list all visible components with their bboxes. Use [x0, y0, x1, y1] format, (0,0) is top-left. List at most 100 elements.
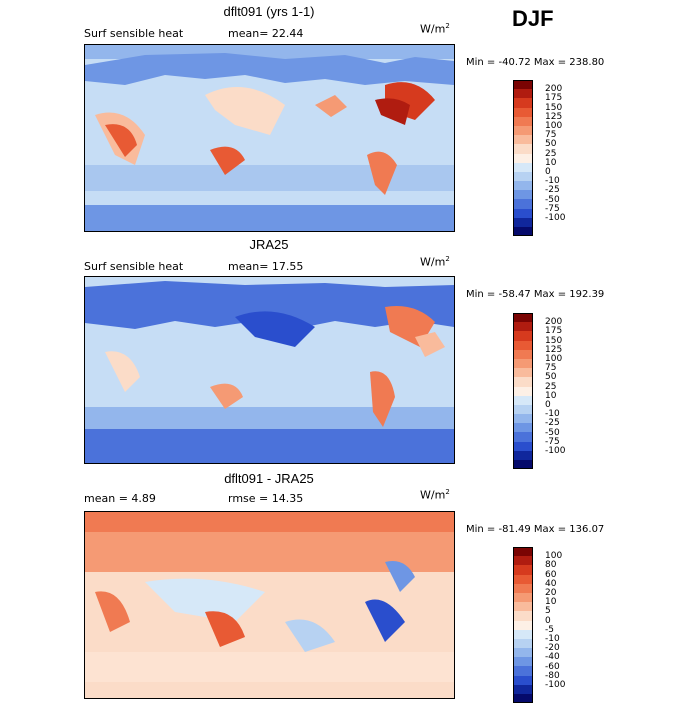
- colorbar-swatch: [513, 574, 533, 584]
- panel-2-title: JRA25: [249, 237, 289, 252]
- colorbar-tick-label: 0: [545, 615, 551, 626]
- colorbar-swatch: [513, 611, 533, 621]
- colorbar-tick-label: 125: [545, 111, 563, 122]
- colorbar-swatch: [513, 340, 533, 350]
- colorbar-swatch: [513, 432, 533, 442]
- colorbar-swatch: [513, 125, 533, 136]
- colorbar-tick-label: -50: [545, 427, 560, 438]
- colorbar-swatch: [513, 648, 533, 658]
- colorbar-tick-label: 10: [545, 390, 557, 401]
- colorbar-swatch: [513, 675, 533, 685]
- panel-2-map: [84, 276, 455, 464]
- colorbar-tick-label: 60: [545, 569, 557, 580]
- colorbar-tick-label: 150: [545, 102, 563, 113]
- colorbar-swatch: [513, 547, 533, 557]
- colorbar-tick-label: 50: [545, 372, 557, 383]
- colorbar-tick-label: 100: [545, 551, 563, 562]
- panel-1-units: W/m2: [420, 22, 450, 36]
- colorbar-tick-label: 175: [545, 326, 563, 337]
- colorbar-tick-label: 175: [545, 93, 563, 104]
- colorbar-tick-label: 100: [545, 354, 563, 364]
- colorbar-tick-label: 0: [545, 400, 551, 410]
- colorbar-swatch: [513, 657, 533, 667]
- colorbar-tick-label: 75: [545, 363, 557, 374]
- colorbar-swatch: [513, 349, 533, 359]
- colorbar-swatch: [513, 423, 533, 433]
- colorbar-swatch: [513, 556, 533, 566]
- colorbar-swatch: [513, 441, 533, 451]
- panel-3-mean-label: mean = 4.89: [84, 492, 156, 505]
- colorbar-swatch: [513, 583, 533, 593]
- colorbar-tick-label: 25: [545, 381, 557, 392]
- colorbar-swatch: [513, 684, 533, 694]
- colorbar-tick-label: 75: [545, 130, 557, 141]
- colorbar-swatch: [513, 190, 533, 200]
- colorbar-swatch: [513, 629, 533, 639]
- colorbar-tick-label: 10: [545, 157, 557, 168]
- colorbar-swatch: [513, 181, 533, 191]
- colorbar-swatch: [513, 358, 533, 369]
- panel-3-units: W/m2: [420, 488, 450, 502]
- colorbar-tick-label: -5: [545, 624, 554, 635]
- colorbar-tick-label: 125: [545, 344, 563, 355]
- colorbar-swatch: [513, 620, 533, 630]
- colorbar-tick-label: 25: [545, 148, 557, 159]
- colorbar-swatch: [513, 666, 533, 676]
- panel-2-minmax: Min = -58.47 Max = 192.39: [466, 289, 605, 300]
- colorbar-tick-label: 0: [545, 167, 551, 177]
- colorbar-swatch: [513, 565, 533, 575]
- colorbar-tick-label: 10: [545, 597, 557, 608]
- colorbar-tick-label: -100: [545, 680, 566, 690]
- colorbar-swatch: [513, 404, 533, 415]
- colorbar-swatch: [513, 80, 533, 90]
- colorbar-swatch: [513, 227, 533, 237]
- colorbar-swatch: [513, 199, 533, 209]
- colorbar-tick-label: 20: [545, 588, 557, 598]
- colorbar-swatch: [513, 638, 533, 649]
- panel-2-mean-label: mean= 17.55: [228, 260, 304, 273]
- colorbar-swatch: [513, 116, 533, 126]
- colorbar-tick-label: 80: [545, 560, 557, 571]
- panel-3-rmse-label: rmse = 14.35: [228, 492, 304, 505]
- season-label: DJF: [512, 6, 554, 31]
- panel-3-minmax: Min = -81.49 Max = 136.07: [466, 524, 605, 535]
- colorbar-swatch: [513, 98, 533, 108]
- colorbar-swatch: [513, 414, 533, 424]
- colorbar-tick-label: 50: [545, 139, 557, 150]
- colorbar-swatch: [513, 217, 533, 227]
- panel-2-colorbar: [513, 313, 533, 470]
- colorbar-tick-label: -80: [545, 670, 560, 681]
- panel-1-minmax: Min = -40.72 Max = 238.80: [466, 57, 605, 68]
- colorbar-tick-label: -25: [545, 185, 560, 196]
- colorbar-tick-label: -40: [545, 652, 560, 663]
- colorbar-tick-label: -10: [545, 176, 560, 187]
- colorbar-swatch: [513, 395, 533, 405]
- colorbar-swatch: [513, 694, 533, 703]
- colorbar-swatch: [513, 386, 533, 396]
- colorbar-tick-label: -60: [545, 661, 560, 672]
- colorbar-tick-label: -100: [545, 446, 566, 456]
- colorbar-swatch: [513, 162, 533, 172]
- colorbar-tick-label: -50: [545, 194, 560, 205]
- colorbar-swatch: [513, 331, 533, 341]
- colorbar-tick-label: 200: [545, 317, 563, 328]
- panel-3-title: dflt091 - JRA25: [224, 471, 314, 486]
- panel-1-map: [84, 44, 455, 232]
- panel-1-variable-label: Surf sensible heat: [84, 27, 184, 40]
- colorbar-tick-label: 100: [545, 121, 563, 131]
- colorbar-tick-label: -20: [545, 643, 560, 654]
- panel-3-colorbar: [513, 547, 533, 703]
- panel-1-mean-label: mean= 22.44: [228, 27, 304, 40]
- colorbar-swatch: [513, 322, 533, 332]
- colorbar-tick-label: -75: [545, 203, 560, 214]
- colorbar-swatch: [513, 89, 533, 99]
- colorbar-swatch: [513, 171, 533, 182]
- colorbar-swatch: [513, 135, 533, 145]
- colorbar-swatch: [513, 153, 533, 163]
- colorbar-swatch: [513, 592, 533, 603]
- colorbar-tick-label: 5: [545, 606, 551, 617]
- panel-1-colorbar: [513, 80, 533, 237]
- panel-2-variable-label: Surf sensible heat: [84, 260, 184, 273]
- colorbar-swatch: [513, 107, 533, 117]
- colorbar-tick-label: -25: [545, 418, 560, 429]
